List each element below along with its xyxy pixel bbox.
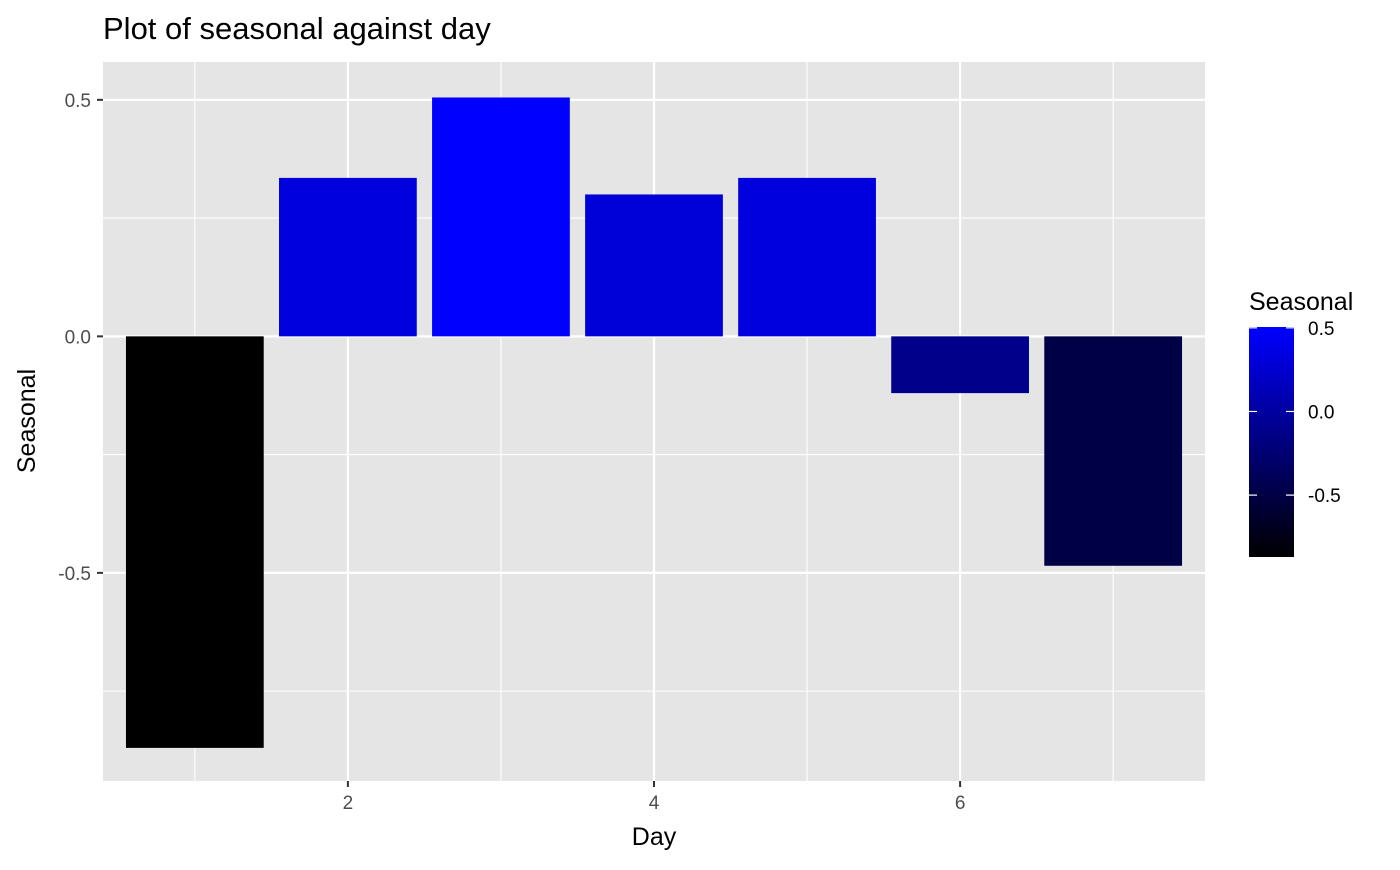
bar-day-4 bbox=[585, 194, 723, 337]
bar-day-5 bbox=[738, 177, 876, 337]
legend-colorbar bbox=[1249, 327, 1294, 557]
axes: 2 4 6 0.5 0.0 -0.5 bbox=[58, 91, 965, 814]
bar-day-7 bbox=[1044, 336, 1183, 566]
bar-day-2 bbox=[279, 177, 417, 337]
x-tick-label: 2 bbox=[343, 793, 354, 814]
x-tick-label: 4 bbox=[649, 793, 660, 814]
legend: Seasonal 0.5 0.0 -0.5 bbox=[1249, 288, 1353, 557]
chart-title: Plot of seasonal against day bbox=[103, 11, 491, 46]
legend-label: 0.0 bbox=[1308, 402, 1334, 423]
bars bbox=[125, 97, 1183, 748]
bar-day-6 bbox=[891, 336, 1029, 394]
y-tick-label: 0.0 bbox=[65, 327, 91, 348]
bar-day-3 bbox=[432, 97, 570, 337]
legend-label: 0.5 bbox=[1308, 319, 1334, 340]
legend-title: Seasonal bbox=[1249, 288, 1353, 316]
legend-label: -0.5 bbox=[1308, 486, 1341, 507]
bar-day-1 bbox=[125, 336, 264, 748]
x-tick-label: 6 bbox=[955, 793, 966, 814]
y-axis-title: Seasonal bbox=[13, 369, 41, 473]
x-axis-title: Day bbox=[632, 823, 677, 851]
y-tick-label: 0.5 bbox=[65, 91, 91, 112]
y-tick-label: -0.5 bbox=[58, 564, 91, 585]
